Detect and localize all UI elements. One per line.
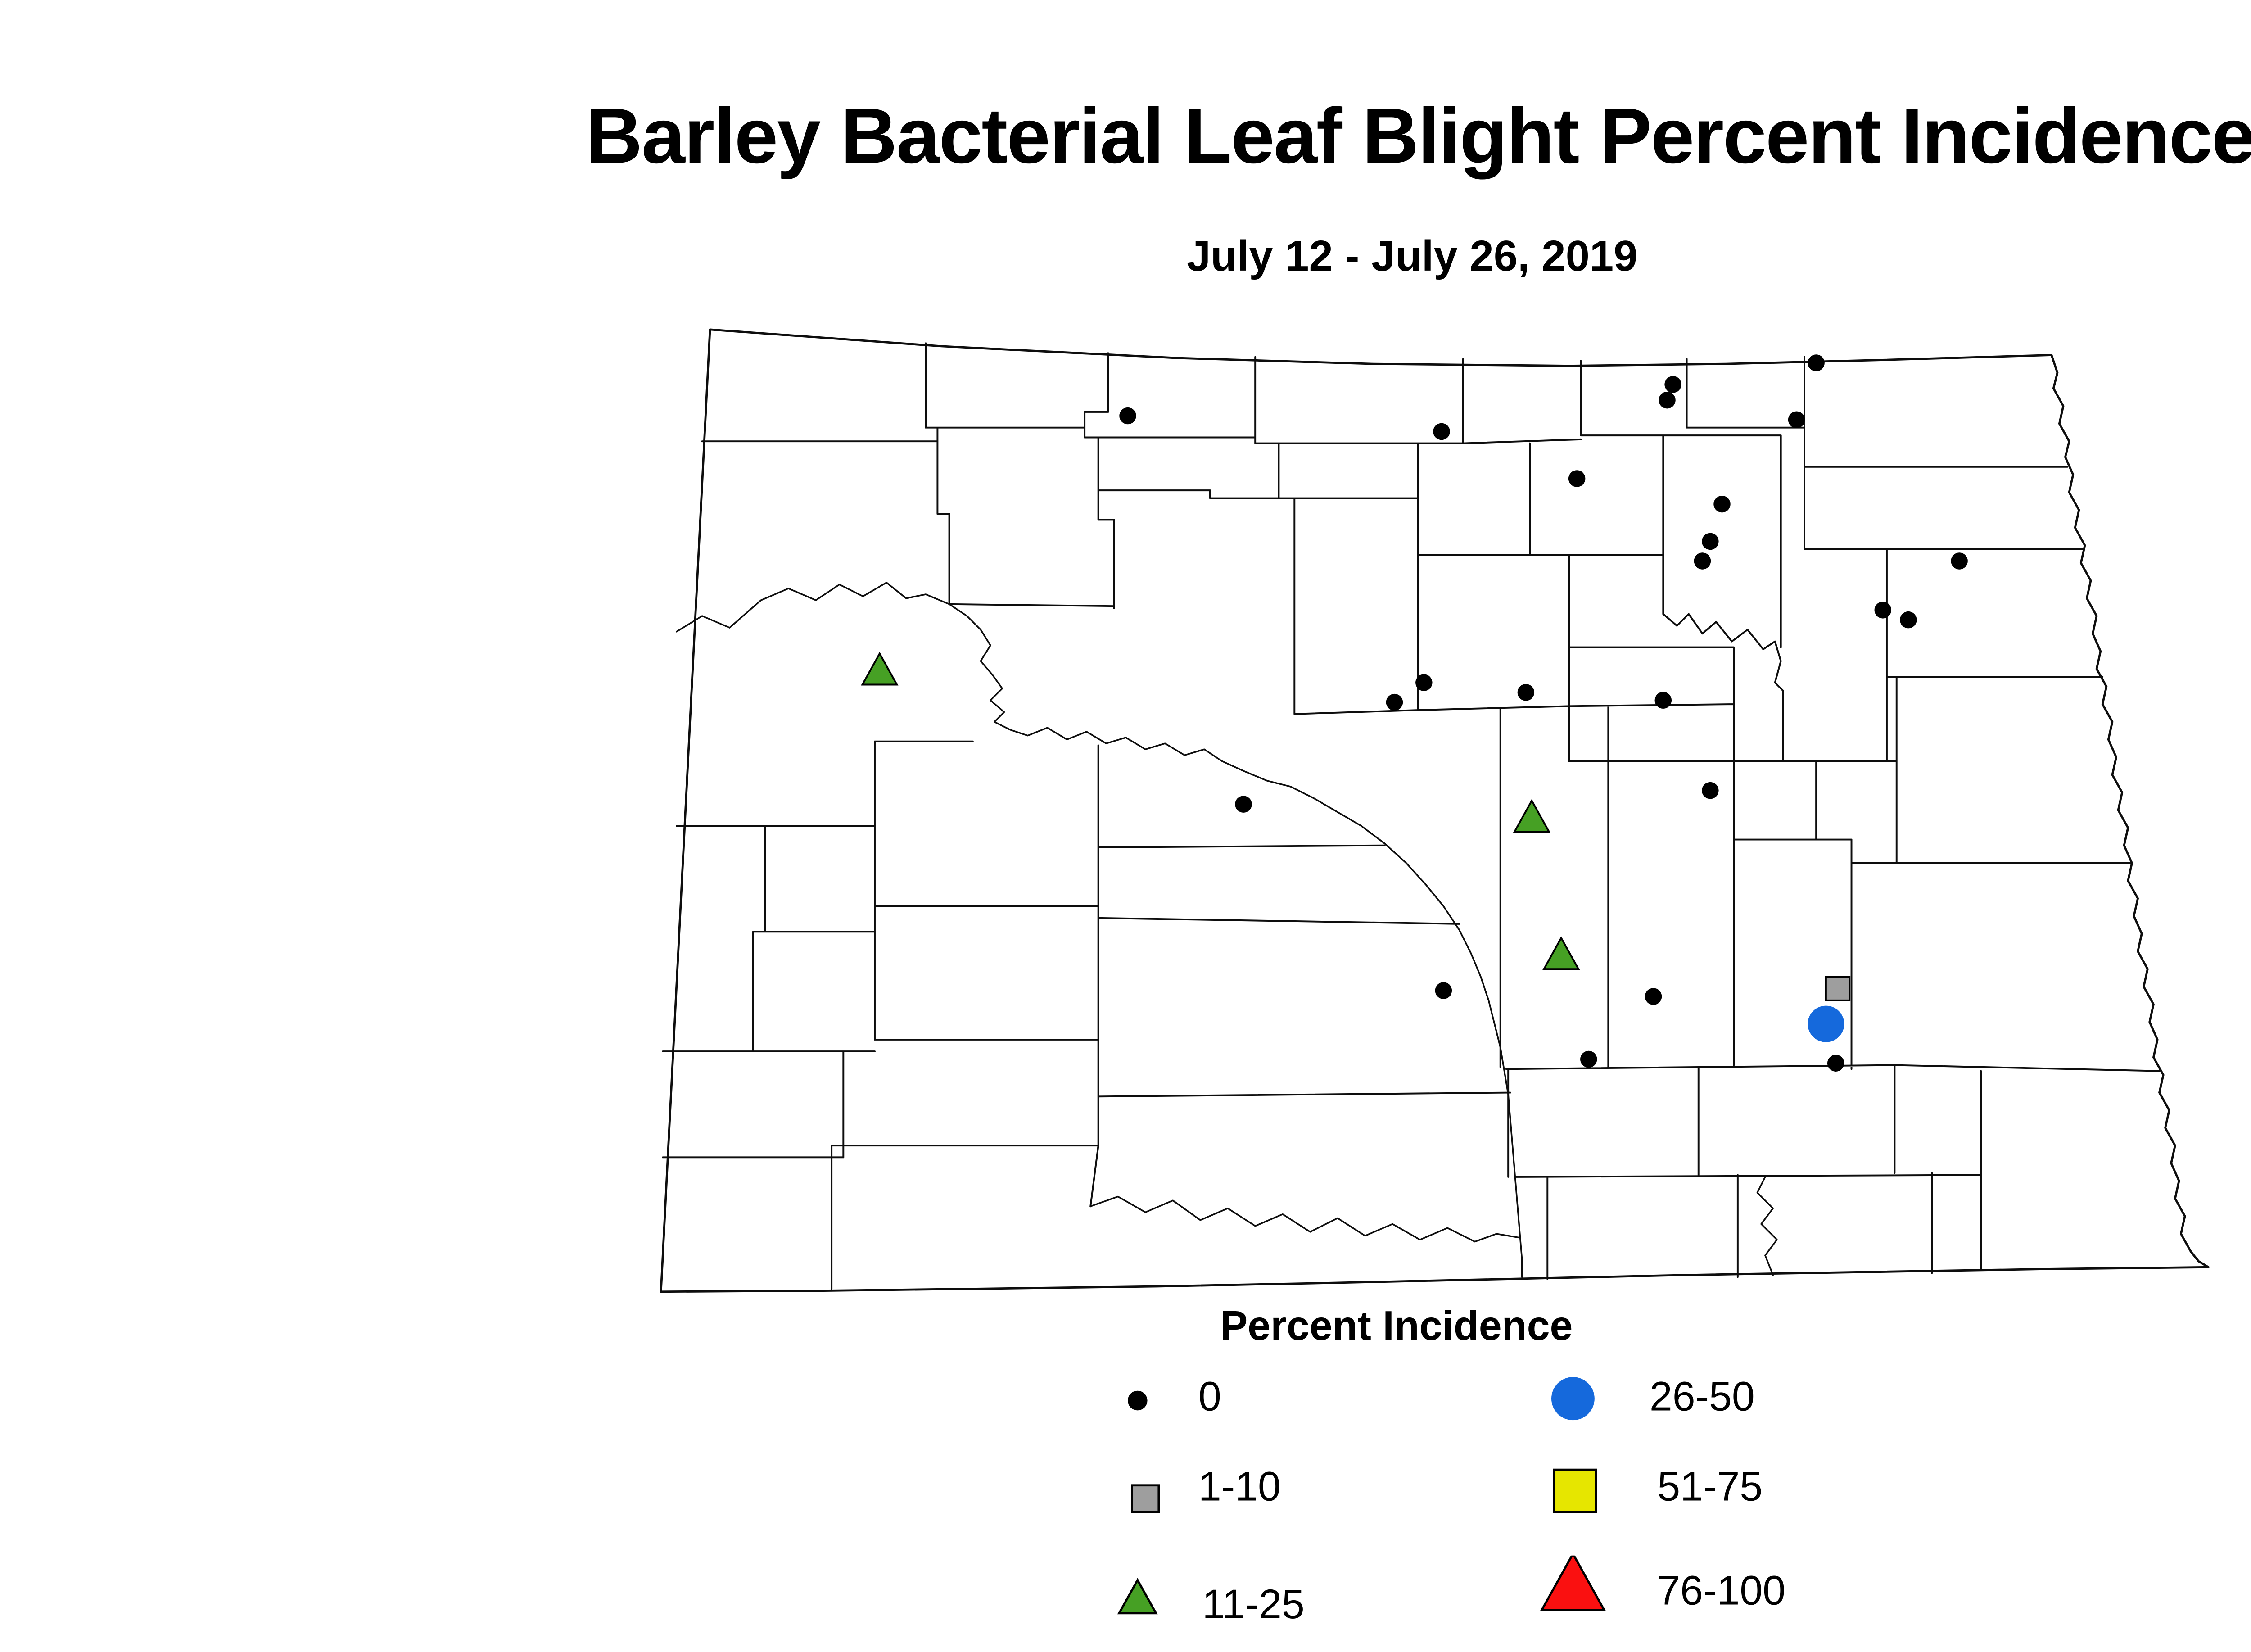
- incidence-marker: [1117, 1578, 1158, 1615]
- cannonball-river: [1089, 1195, 1521, 1243]
- incidence-marker: [1580, 1050, 1597, 1068]
- incidence-marker: [1827, 1055, 1844, 1072]
- legend-gray-square-icon: [1131, 1484, 1160, 1513]
- legend-dot-icon: [1127, 1390, 1148, 1411]
- incidence-marker: [1119, 407, 1136, 425]
- page-subtitle: July 12 - July 26, 2019: [1186, 231, 1638, 281]
- incidence-marker: [1542, 936, 1580, 970]
- legend-label-51-75: 51-75: [1657, 1465, 1763, 1511]
- page-title: Barley Bacterial Leaf Blight Percent Inc…: [586, 94, 2251, 181]
- legend-title: Percent Incidence: [1220, 1304, 1573, 1350]
- incidence-marker: [1694, 552, 1711, 570]
- incidence-marker: [1415, 674, 1433, 691]
- county-boundaries: [662, 342, 2161, 1290]
- incidence-marker: [1131, 1484, 1160, 1513]
- incidence-marker: [1645, 988, 1662, 1005]
- incidence-marker: [1825, 976, 1851, 1001]
- legend-label-1-10: 1-10: [1198, 1465, 1281, 1511]
- incidence-markers: [861, 354, 1968, 1072]
- incidence-marker: [1553, 1468, 1597, 1513]
- incidence-marker: [1517, 684, 1535, 701]
- incidence-marker: [1433, 423, 1450, 440]
- james-river: [1756, 1176, 1778, 1276]
- incidence-marker: [1702, 782, 1719, 799]
- incidence-marker: [1702, 533, 1719, 550]
- incidence-marker: [1568, 470, 1586, 487]
- legend-yellow-square-icon: [1553, 1468, 1597, 1513]
- legend-green-triangle-icon: [1117, 1578, 1158, 1615]
- legend-red-triangle-icon: [1540, 1555, 1606, 1611]
- incidence-marker: [861, 652, 899, 686]
- incidence-marker: [1513, 799, 1551, 833]
- incidence-marker: [1654, 692, 1672, 709]
- incidence-marker: [1551, 1377, 1595, 1421]
- incidence-marker: [1540, 1555, 1606, 1611]
- missouri-river: [676, 582, 1523, 1278]
- incidence-marker: [1435, 982, 1452, 999]
- legend-label-26-50: 26-50: [1649, 1375, 1755, 1421]
- legend-label-76-100: 76-100: [1657, 1569, 1786, 1615]
- incidence-marker: [1127, 1390, 1148, 1411]
- legend-label-0: 0: [1198, 1375, 1221, 1421]
- incidence-marker: [1808, 1005, 1844, 1042]
- incidence-marker: [1900, 611, 1917, 629]
- incidence-marker: [1664, 376, 1681, 393]
- state-boundary: [660, 328, 2210, 1293]
- incidence-marker: [1874, 602, 1891, 619]
- incidence-marker: [1808, 354, 1825, 371]
- incidence-marker: [1659, 391, 1676, 409]
- legend-label-11-25: 11-25: [1202, 1583, 1305, 1628]
- incidence-marker: [1788, 411, 1805, 429]
- legend-blue-circle-icon: [1551, 1377, 1595, 1421]
- incidence-marker: [1235, 796, 1252, 813]
- incidence-marker: [1386, 693, 1403, 711]
- incidence-marker: [1951, 552, 1968, 570]
- incidence-marker: [1713, 495, 1731, 513]
